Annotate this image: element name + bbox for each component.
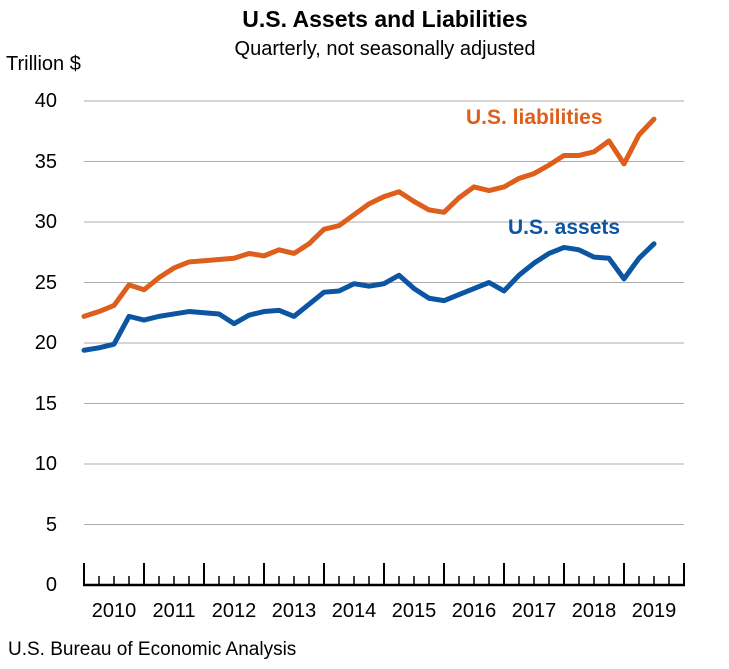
y-tick-label: 5 — [45, 513, 57, 536]
chart-subtitle: Quarterly, not seasonally adjusted — [234, 38, 536, 60]
chart-title: U.S. Assets and Liabilities — [242, 6, 528, 32]
y-tick-label: 10 — [34, 453, 57, 475]
liabilities-line — [81, 116, 657, 319]
y-tick-label: 20 — [34, 332, 57, 354]
x-year-label: 2017 — [511, 600, 557, 622]
x-year-label: 2010 — [91, 600, 137, 622]
y-tick-label: 15 — [34, 392, 57, 415]
x-year-label: 2012 — [211, 600, 257, 622]
x-year-label: 2016 — [451, 600, 497, 622]
y-tick-label: 25 — [34, 271, 57, 294]
assets-series-label: U.S. assets — [508, 216, 621, 239]
source-note: U.S. Bureau of Economic Analysis — [8, 639, 297, 660]
x-year-label: 2019 — [631, 600, 677, 622]
assets-line — [81, 241, 657, 353]
y-axis-unit-label: Trillion $ — [6, 53, 81, 75]
x-year-label: 2013 — [271, 600, 317, 622]
x-year-label: 2015 — [391, 600, 437, 622]
x-year-label: 2014 — [331, 600, 377, 622]
x-year-label: 2011 — [152, 600, 196, 622]
x-year-label: 2018 — [571, 600, 617, 622]
y-tick-label: 0 — [45, 574, 57, 596]
y-tick-label: 30 — [34, 211, 57, 233]
y-tick-label: 35 — [34, 150, 57, 173]
y-tick-label: 40 — [34, 90, 57, 112]
liabilities-series-label: U.S. liabilities — [466, 106, 603, 129]
